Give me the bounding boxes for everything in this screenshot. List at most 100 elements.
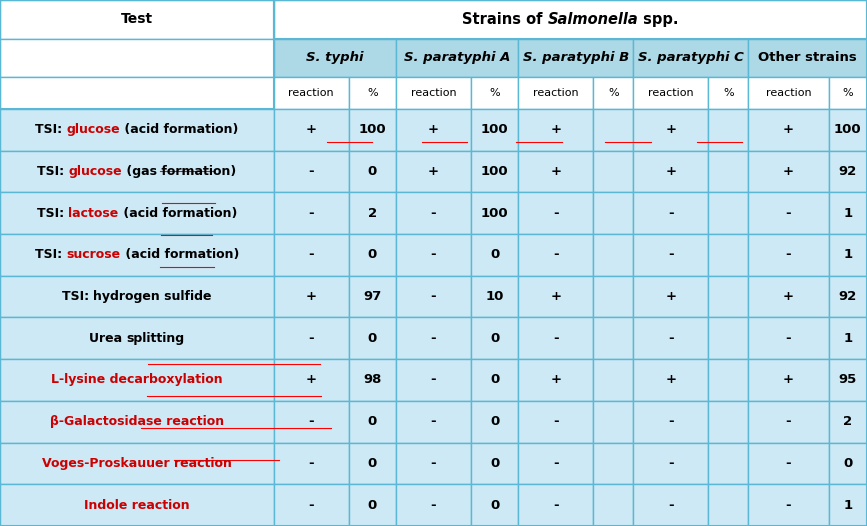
Text: +: +	[665, 373, 676, 387]
Bar	[593, 317, 634, 359]
Bar	[471, 234, 518, 276]
Text: TSI:: TSI:	[62, 290, 94, 303]
Text: 95: 95	[838, 373, 857, 387]
Bar	[471, 276, 518, 317]
Text: 0: 0	[368, 415, 377, 428]
Bar	[396, 401, 471, 442]
Text: 0: 0	[844, 457, 852, 470]
Bar	[748, 38, 867, 77]
Text: 1: 1	[844, 332, 852, 345]
Bar	[634, 317, 708, 359]
Text: -: -	[309, 248, 314, 261]
Text: %: %	[843, 88, 853, 98]
Bar	[634, 359, 708, 401]
Bar	[471, 401, 518, 442]
Text: -: -	[668, 207, 674, 219]
Bar	[396, 77, 471, 109]
Bar	[396, 38, 518, 77]
Text: 0: 0	[368, 165, 377, 178]
Bar	[0, 77, 274, 109]
Text: -: -	[553, 499, 558, 512]
Bar	[708, 484, 748, 526]
Bar	[634, 38, 748, 77]
Bar	[471, 192, 518, 234]
Text: TSI:: TSI:	[35, 248, 67, 261]
Text: Strains of: Strains of	[462, 12, 548, 27]
Text: -: -	[309, 332, 314, 345]
Bar	[274, 276, 349, 317]
Text: +: +	[306, 290, 316, 303]
Text: L-lysine decarboxylation: L-lysine decarboxylation	[51, 373, 223, 387]
Bar	[634, 192, 708, 234]
Bar	[349, 484, 396, 526]
Text: -: -	[431, 373, 436, 387]
Text: 100: 100	[481, 165, 508, 178]
Bar	[349, 150, 396, 192]
Text: +: +	[428, 123, 439, 136]
Text: (gas formation): (gas formation)	[122, 165, 237, 178]
Bar	[748, 484, 829, 526]
Text: reaction: reaction	[411, 88, 456, 98]
Bar	[471, 317, 518, 359]
Text: (acid formation): (acid formation)	[121, 248, 239, 261]
Text: 100: 100	[359, 123, 386, 136]
Text: -: -	[786, 457, 792, 470]
Bar	[748, 77, 829, 109]
Bar	[708, 442, 748, 484]
Bar	[593, 359, 634, 401]
Text: 0: 0	[490, 457, 499, 470]
Text: 2: 2	[844, 415, 852, 428]
Bar	[274, 442, 349, 484]
Bar	[748, 234, 829, 276]
Bar	[634, 484, 708, 526]
Bar	[0, 38, 274, 77]
Bar	[396, 234, 471, 276]
Text: +: +	[783, 373, 794, 387]
Text: -: -	[431, 415, 436, 428]
Bar	[634, 276, 708, 317]
Text: 92: 92	[838, 165, 857, 178]
Bar	[634, 442, 708, 484]
Bar	[0, 150, 274, 192]
Text: -: -	[309, 207, 314, 219]
Bar	[274, 234, 349, 276]
Bar	[518, 401, 593, 442]
Text: +: +	[551, 123, 561, 136]
Bar	[0, 359, 274, 401]
Text: Voges-Proskauuer reaction: Voges-Proskauuer reaction	[42, 457, 231, 470]
Bar	[396, 276, 471, 317]
Text: reaction: reaction	[648, 88, 694, 98]
Text: 0: 0	[490, 415, 499, 428]
Text: 1: 1	[844, 207, 852, 219]
Bar	[396, 150, 471, 192]
Text: -: -	[431, 290, 436, 303]
Text: 2: 2	[368, 207, 377, 219]
Bar	[471, 442, 518, 484]
Text: +: +	[428, 165, 439, 178]
Text: S. paratyphi C: S. paratyphi C	[638, 52, 744, 64]
Text: +: +	[551, 290, 561, 303]
Text: -: -	[668, 415, 674, 428]
Bar	[708, 77, 748, 109]
Text: -: -	[668, 332, 674, 345]
Text: 97: 97	[363, 290, 381, 303]
Text: -: -	[309, 499, 314, 512]
Text: Other strains: Other strains	[759, 52, 857, 64]
Bar	[349, 234, 396, 276]
Bar	[518, 234, 593, 276]
Bar	[0, 317, 274, 359]
Text: -: -	[553, 207, 558, 219]
Bar	[634, 234, 708, 276]
Bar	[349, 442, 396, 484]
Bar	[708, 276, 748, 317]
Bar	[593, 77, 634, 109]
Text: TSI:: TSI:	[36, 123, 67, 136]
Text: 1: 1	[844, 499, 852, 512]
Bar	[274, 192, 349, 234]
Bar	[396, 359, 471, 401]
Bar	[708, 317, 748, 359]
Text: -: -	[668, 457, 674, 470]
Text: S. paratyphi A: S. paratyphi A	[404, 52, 511, 64]
Bar	[708, 234, 748, 276]
Text: 0: 0	[368, 499, 377, 512]
